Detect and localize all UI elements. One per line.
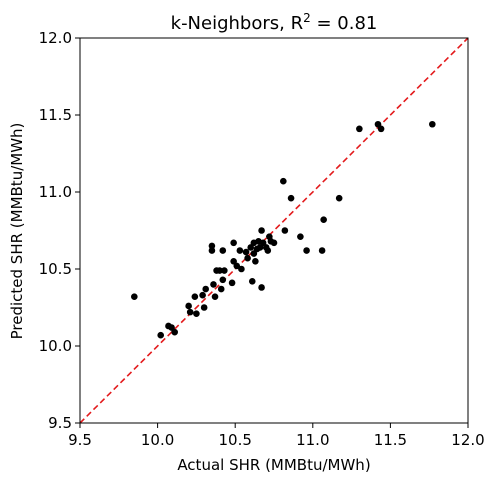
data-point (356, 125, 363, 133)
title-suffix: = 0.81 (311, 13, 378, 34)
data-point (208, 242, 216, 250)
data-point (258, 284, 265, 291)
data-point (244, 254, 251, 262)
data-point (287, 194, 295, 202)
plot-frame (79, 37, 469, 424)
x-tick-label: 11.5 (374, 431, 407, 449)
data-point (297, 233, 304, 240)
data-point (217, 285, 225, 293)
data-point (185, 302, 192, 310)
data-point (219, 276, 227, 284)
data-point (250, 250, 258, 257)
reference-line (79, 37, 469, 424)
data-point (377, 125, 385, 133)
data-point (193, 310, 200, 317)
y-tick-label: 9.5 (48, 414, 72, 432)
data-point (230, 258, 237, 265)
data-point (281, 227, 289, 234)
data-point (216, 267, 223, 274)
data-point (221, 267, 228, 274)
chart-title: k-Neighbors, R2 = 0.81 (171, 11, 378, 34)
data-point (258, 227, 265, 234)
data-point (230, 239, 237, 247)
x-tick-label: 10.5 (218, 431, 251, 449)
data-point (335, 194, 343, 202)
data-point (247, 244, 255, 251)
y-tick-label: 12.0 (39, 29, 72, 47)
data-point (236, 247, 244, 254)
data-point (252, 258, 259, 265)
title-superscript: 2 (303, 11, 311, 25)
data-point (228, 279, 236, 287)
x-tick-label: 12.0 (451, 431, 484, 449)
x-tick-label: 11.0 (296, 431, 329, 449)
x-tick-label: 9.5 (68, 431, 92, 449)
data-point (208, 247, 216, 254)
data-point (211, 293, 219, 301)
y-tick-label: 10.5 (39, 260, 72, 278)
plot-area: 9.5 10.0 10.5 11.0 11.5 12.0 9.5 10.0 10.5 11.0 11… (39, 29, 485, 449)
data-point (191, 293, 199, 301)
data-point (233, 262, 241, 270)
data-point (157, 331, 165, 339)
data-point (186, 308, 194, 316)
y-tick-label: 11.5 (39, 106, 72, 124)
y-tick-label: 10.0 (39, 337, 72, 355)
data-point (256, 244, 264, 251)
data-point (280, 177, 287, 185)
data-point (210, 281, 217, 288)
data-point (200, 304, 208, 311)
data-point (318, 247, 326, 254)
data-point (270, 239, 278, 247)
data-point (303, 247, 310, 254)
x-axis-label: Actual SHR (MMBtu/MWh) (177, 456, 370, 474)
data-point (259, 239, 267, 247)
data-point (202, 285, 210, 293)
data-point (199, 291, 206, 299)
data-point (219, 247, 227, 254)
data-point (320, 216, 327, 224)
data-point (168, 324, 175, 331)
x-tick-label: 10.0 (141, 431, 174, 449)
data-point (429, 120, 436, 128)
data-point (171, 328, 178, 336)
data-point (248, 278, 256, 285)
data-point (264, 247, 272, 254)
data-point (242, 248, 250, 256)
data-point (374, 120, 382, 128)
y-tick-label: 11.0 (39, 183, 72, 201)
y-axis-label: Predicted SHR (MMBtu/MWh) (8, 123, 26, 340)
data-point (238, 265, 245, 273)
data-point (131, 293, 138, 301)
